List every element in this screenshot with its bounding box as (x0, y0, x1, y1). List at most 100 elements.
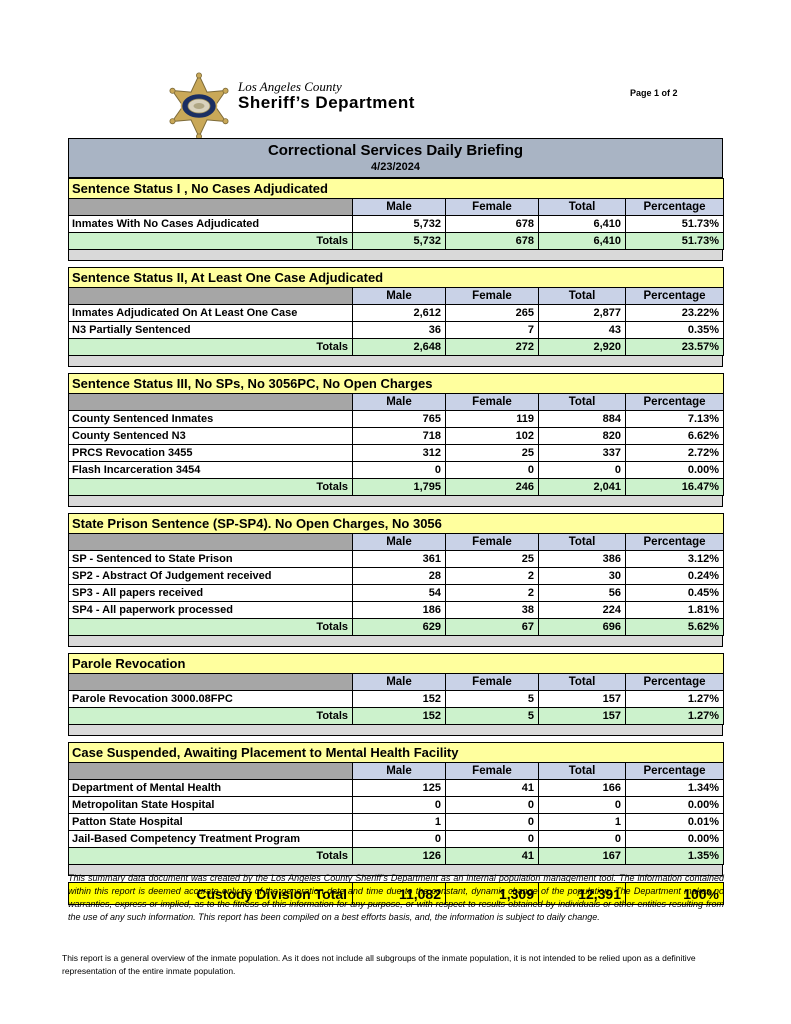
female-value: 25 (445, 444, 539, 462)
totals-row: Totals 1,795 246 2,041 16.47% (68, 478, 725, 496)
data-row: Inmates With No Cases Adjudicated 5,732 67… (68, 215, 725, 233)
total-value: 0 (538, 461, 626, 479)
totals-percentage: 51.73% (624, 232, 725, 250)
totals-total: 2,920 (538, 338, 626, 356)
total-value: 820 (538, 427, 626, 445)
header-corner-cell (68, 533, 353, 551)
column-header: Percentage (624, 533, 725, 551)
data-row: SP - Sentenced to State Prison 361 25 386 3.… (68, 550, 725, 568)
female-value: 0 (445, 796, 539, 814)
row-label: SP3 - All papers received (68, 584, 353, 602)
column-header: Percentage (624, 393, 725, 411)
data-row: County Sentenced N3 718 102 820 6.62% (68, 427, 725, 445)
section-table-5: Parole Revocation Male Female Total Percenta… (67, 653, 725, 725)
row-label: Inmates With No Cases Adjudicated (68, 215, 353, 233)
male-value: 54 (352, 584, 446, 602)
column-header: Total (538, 533, 626, 551)
row-label: Department of Mental Health (68, 779, 353, 797)
percentage-value: 7.13% (624, 410, 725, 428)
agency-county-line: Los Angeles County (238, 79, 342, 94)
male-value: 0 (352, 796, 446, 814)
column-header: Female (445, 533, 539, 551)
totals-female: 5 (445, 707, 539, 725)
totals-male: 152 (352, 707, 446, 725)
overview-note-text: This report is a general overview of the… (62, 953, 696, 977)
section-title: Sentence Status I , No Cases Adjudicated (67, 178, 725, 199)
section-table-6: Case Suspended, Awaiting Placement to Me… (67, 742, 725, 865)
totals-male: 1,795 (352, 478, 446, 496)
column-header: Total (538, 762, 626, 780)
percentage-value: 0.24% (624, 567, 725, 585)
totals-total: 157 (538, 707, 626, 725)
male-value: 2,612 (352, 304, 446, 322)
section-spacer (68, 356, 723, 367)
totals-label: Totals (68, 847, 353, 865)
totals-row: Totals 152 5 157 1.27% (68, 707, 725, 725)
data-row: Metropolitan State Hospital 0 0 0 0.00% (68, 796, 725, 814)
column-header: Female (445, 287, 539, 305)
column-header: Female (445, 762, 539, 780)
male-value: 36 (352, 321, 446, 339)
column-header: Male (352, 762, 446, 780)
row-label: Metropolitan State Hospital (68, 796, 353, 814)
total-value: 884 (538, 410, 626, 428)
total-value: 224 (538, 601, 626, 619)
percentage-value: 0.00% (624, 461, 725, 479)
column-header: Percentage (624, 287, 725, 305)
totals-total: 167 (538, 847, 626, 865)
grand-total-male: 11,082 (352, 882, 446, 905)
row-label: Flash Incarceration 3454 (68, 461, 353, 479)
totals-total: 696 (538, 618, 626, 636)
section-table-3: Sentence Status III, No SPs, No 3056PC, … (67, 373, 725, 496)
agency-name: Los Angeles County Sheriff’s Department (238, 80, 415, 111)
column-header: Male (352, 673, 446, 691)
header-corner-cell (68, 762, 353, 780)
totals-label: Totals (68, 618, 353, 636)
column-header: Male (352, 393, 446, 411)
female-value: 5 (445, 690, 539, 708)
percentage-value: 0.00% (624, 830, 725, 848)
column-header-row: Male Female Total Percentage (68, 533, 725, 551)
disclaimer-text: This summary data document was created b… (68, 873, 724, 923)
section-title-row: Sentence Status I , No Cases Adjudicated (67, 178, 725, 199)
totals-female: 67 (445, 618, 539, 636)
column-header: Female (445, 198, 539, 216)
percentage-value: 51.73% (624, 215, 725, 233)
totals-percentage: 16.47% (624, 478, 725, 496)
column-header: Male (352, 533, 446, 551)
totals-row: Totals 2,648 272 2,920 23.57% (68, 338, 725, 356)
row-label: Inmates Adjudicated On At Least One Case (68, 304, 353, 322)
agency-department-line: Sheriff’s Department (238, 92, 415, 112)
total-value: 2,877 (538, 304, 626, 322)
column-header-row: Male Female Total Percentage (68, 393, 725, 411)
column-header: Female (445, 673, 539, 691)
total-value: 166 (538, 779, 626, 797)
report-sections: Sentence Status I , No Cases Adjudicated… (67, 178, 725, 876)
data-row: Jail-Based Competency Treatment Program 0… (68, 830, 725, 848)
row-label: Parole Revocation 3000.08FPC (68, 690, 353, 708)
section-table-1: Sentence Status I , No Cases Adjudicated… (67, 178, 725, 250)
data-row: Flash Incarceration 3454 0 0 0 0.00% (68, 461, 725, 479)
row-label: SP2 - Abstract Of Judgement received (68, 567, 353, 585)
female-value: 7 (445, 321, 539, 339)
totals-percentage: 5.62% (624, 618, 725, 636)
data-row: Department of Mental Health 125 41 166 1.34% (68, 779, 725, 797)
percentage-value: 1.27% (624, 690, 725, 708)
data-row: Parole Revocation 3000.08FPC 152 5 157 1.27% (68, 690, 725, 708)
data-row: SP2 - Abstract Of Judgement received 28 2 3… (68, 567, 725, 585)
data-row: N3 Partially Sentenced 36 7 43 0.35% (68, 321, 725, 339)
totals-male: 126 (352, 847, 446, 865)
row-label: SP4 - All paperwork processed (68, 601, 353, 619)
report-date: 4/23/2024 (371, 161, 420, 173)
column-header: Percentage (624, 762, 725, 780)
section-spacer (68, 636, 723, 647)
total-value: 386 (538, 550, 626, 568)
male-value: 0 (352, 830, 446, 848)
percentage-value: 0.45% (624, 584, 725, 602)
totals-row: Totals 5,732 678 6,410 51.73% (68, 232, 725, 250)
totals-row: Totals 629 67 696 5.62% (68, 618, 725, 636)
column-header: Total (538, 287, 626, 305)
section-spacer (68, 250, 723, 261)
section-table-2: Sentence Status II, At Least One Case Ad… (67, 267, 725, 356)
